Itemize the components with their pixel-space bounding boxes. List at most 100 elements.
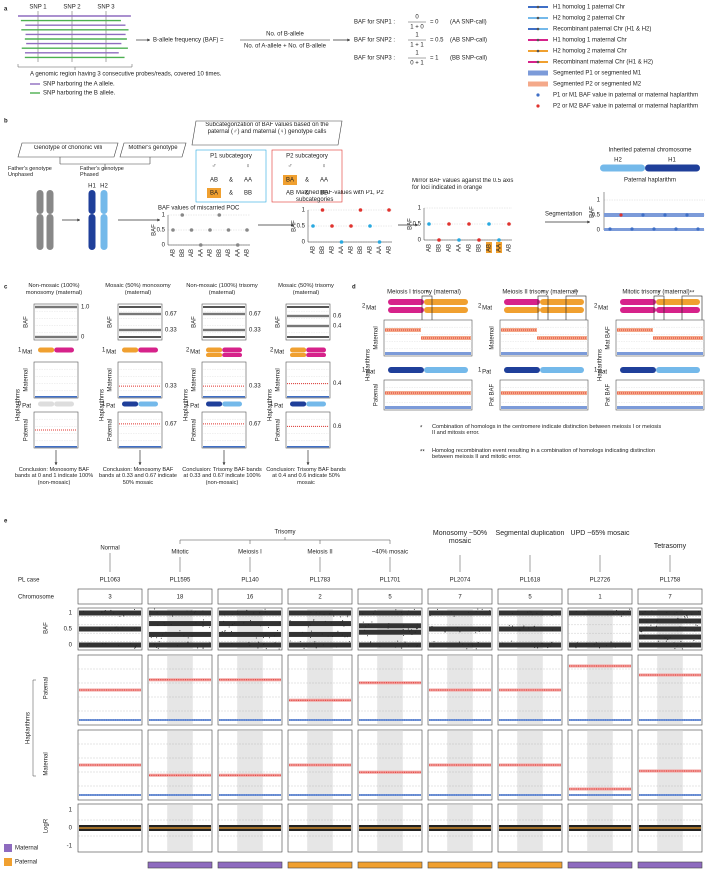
text-block-frame: Conclusion: Trisomy BAF bands at 0.33 an…: [182, 467, 262, 486]
legend-entry: Recombinant maternal Chr (H1 & H2): [553, 60, 653, 66]
baf-dot: [642, 634, 644, 636]
baf-point: [171, 228, 175, 232]
baf-dot: [119, 615, 121, 617]
label: Meiosis II trisomy (maternal): [502, 290, 577, 296]
label: No. of A-allele + No. of B-allele: [244, 44, 327, 50]
baf-dot: [679, 626, 681, 628]
baf-dot: [416, 644, 418, 646]
baf-dot: [202, 610, 204, 612]
baf-dot: [685, 626, 687, 628]
label: Pat BAF: [490, 383, 496, 406]
label: PL case: [18, 578, 40, 584]
baf-dot: [642, 613, 644, 615]
label: Maternal: [490, 326, 496, 349]
box: [119, 142, 187, 158]
baf-dot: [593, 644, 595, 646]
label: -1: [67, 844, 73, 850]
label: BA: [210, 191, 218, 197]
baf-dot: [533, 629, 535, 631]
baf-point: [330, 224, 334, 228]
label: 0.5: [64, 627, 73, 633]
label: BAF for SNP2 :: [354, 38, 395, 44]
baf-dot: [263, 643, 265, 645]
shape: [35, 446, 77, 448]
text-block-frame: Matched BAF-values with P1, P2 subcatego…: [296, 190, 384, 203]
baf-dot: [614, 646, 616, 648]
baf-dot: [224, 630, 226, 632]
baf-dot: [228, 626, 230, 628]
label: BB: [217, 249, 223, 257]
baf-point: [467, 222, 471, 226]
baf-dot: [183, 635, 185, 637]
panel-label: a: [4, 7, 8, 13]
label: AB: [208, 249, 214, 257]
chromosome-arm: [306, 347, 326, 353]
baf-dot: [319, 612, 321, 614]
baf-dot: [104, 610, 106, 612]
label: BAF: [44, 622, 50, 634]
text-block-frame: Father's genotype Phased: [80, 166, 124, 178]
shape: [287, 314, 329, 318]
shape: [501, 352, 587, 355]
label: 1: [270, 402, 274, 408]
panel-label: e: [4, 519, 8, 525]
plot-frame: [201, 411, 247, 449]
baf-dot: [164, 624, 166, 626]
label: P2 subcategory: [286, 154, 328, 160]
baf-dot: [457, 626, 459, 628]
baf-dot: [400, 611, 402, 613]
baf-dot: [179, 630, 181, 632]
text-block-frame: Non-mosaic (100%) monosomy (maternal): [26, 283, 82, 296]
baf-dot: [314, 643, 316, 645]
baf-dot: [433, 646, 435, 648]
label: AB: [349, 246, 355, 254]
baf-dot: [224, 614, 226, 616]
label: (AA SNP-call): [450, 20, 487, 26]
baf-point: [619, 213, 623, 217]
label: Normal: [100, 546, 119, 552]
baf-dot: [511, 612, 513, 614]
label: AB: [427, 244, 433, 252]
star: *: [426, 291, 429, 297]
chromosome-arm: [620, 299, 656, 305]
baf-dot: [243, 622, 245, 624]
arrow-head: [415, 223, 418, 227]
baf-dot: [170, 624, 172, 626]
baf-point: [387, 208, 391, 212]
label: SNP harboring the B allele.: [43, 91, 116, 97]
label: ♂: [212, 164, 217, 170]
baf-dot: [474, 630, 476, 632]
baf-dot: [404, 641, 406, 643]
baf-dot: [681, 648, 683, 650]
baf-dot: [408, 645, 410, 647]
label: 0.5: [297, 224, 306, 230]
plot-frame: [117, 361, 163, 399]
label: Paternal: [108, 419, 114, 441]
label: H2: [614, 158, 622, 164]
baf-band: [79, 626, 141, 632]
baf-point: [320, 208, 325, 212]
baf-dot: [529, 610, 531, 612]
baf-dot: [134, 608, 136, 610]
baf-point: [217, 213, 222, 217]
baf-dot: [433, 641, 435, 643]
baf-dot: [154, 608, 156, 610]
baf-dot: [259, 611, 261, 613]
legend-entry: Maternal: [15, 846, 38, 852]
baf-point: [377, 240, 382, 244]
shape: [35, 305, 77, 309]
label: Haplarithms: [100, 389, 106, 421]
label: No. of B-allele: [266, 32, 304, 38]
baf-dot: [299, 641, 301, 643]
baf-dot: [346, 636, 348, 638]
baf-point: [630, 227, 634, 231]
baf-band: [359, 629, 421, 635]
baf-point: [339, 240, 344, 244]
label: BB: [320, 246, 326, 254]
baf-dot: [197, 647, 199, 649]
legend-entry: P2 or M2 BAF value in paternal or matern…: [553, 104, 698, 110]
baf-dot: [512, 625, 514, 627]
plot-frame: [201, 361, 247, 399]
baf-dot: [103, 610, 105, 612]
baf-dot: [481, 608, 483, 610]
